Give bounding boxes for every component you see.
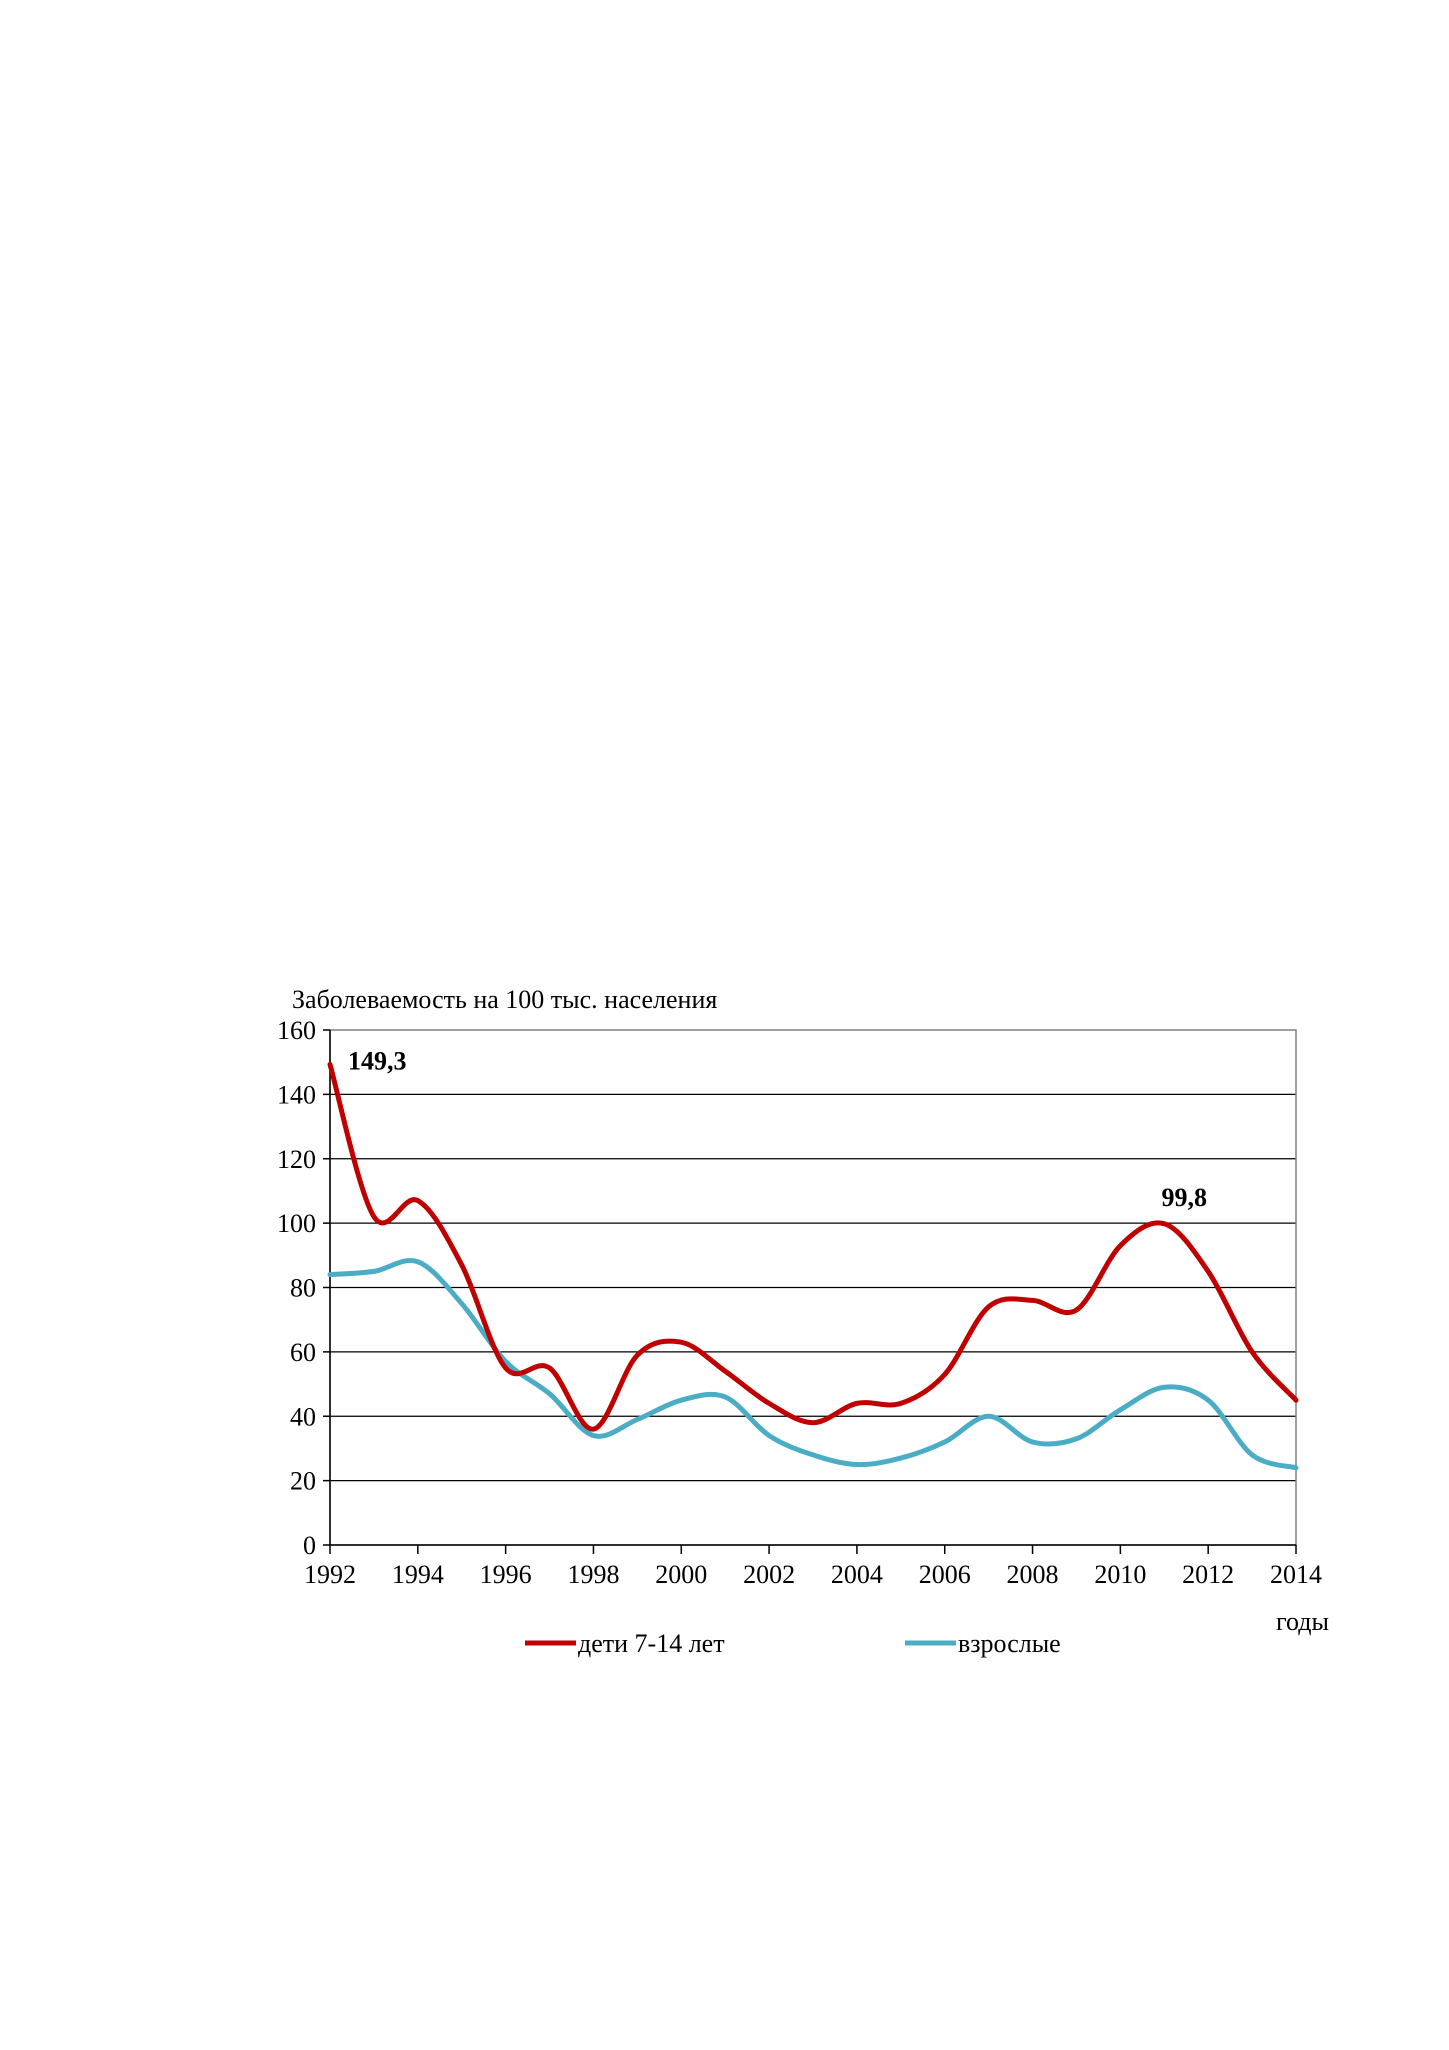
x-tick-label-1998: 1998 <box>567 1560 619 1589</box>
legend-label-children: дети 7-14 лет <box>578 1629 725 1658</box>
x-tick-label-2010: 2010 <box>1094 1560 1146 1589</box>
x-axis-title: годы <box>1276 1607 1329 1636</box>
x-tick-labels: 1992 1994 1996 1998 2000 2002 2004 2006 2008 2010… <box>304 1560 1322 1589</box>
y-tick-label-20: 20 <box>290 1467 316 1496</box>
y-tick-label-40: 40 <box>290 1402 316 1431</box>
y-tick-label-120: 120 <box>277 1145 316 1174</box>
x-tick-label-2000: 2000 <box>655 1560 707 1589</box>
y-tick-label-160: 160 <box>277 1016 316 1045</box>
y-tick-label-100: 100 <box>277 1209 316 1238</box>
x-tick-label-1992: 1992 <box>304 1560 356 1589</box>
y-tick-label-140: 140 <box>277 1080 316 1109</box>
y-tick-labels: 0 20 40 60 80 100 120 140 160 <box>277 1016 316 1560</box>
x-tick-label-1994: 1994 <box>392 1560 444 1589</box>
y-tick-label-0: 0 <box>303 1531 316 1560</box>
x-tick-label-2004: 2004 <box>831 1560 883 1589</box>
data-label-peak-1992: 149,3 <box>348 1046 407 1075</box>
axes <box>323 1029 1297 1554</box>
x-tick-label-2006: 2006 <box>919 1560 971 1589</box>
y-axis-title: Заболеваемость на 100 тыс. населения <box>292 985 717 1014</box>
y-tick-label-80: 80 <box>290 1274 316 1303</box>
legend-item-adults: взрослые <box>905 1629 1061 1658</box>
series-line-children <box>327 1061 1299 1432</box>
data-label-peak-2011: 99,8 <box>1162 1183 1208 1212</box>
x-tick-label-2014: 2014 <box>1270 1560 1322 1589</box>
grid-lines <box>330 1093 1296 1482</box>
legend-label-adults: взрослые <box>958 1629 1061 1658</box>
x-tick-label-1996: 1996 <box>480 1560 532 1589</box>
x-tick-label-2002: 2002 <box>743 1560 795 1589</box>
legend-item-children: дети 7-14 лет <box>525 1629 725 1658</box>
x-tick-label-2008: 2008 <box>1007 1560 1059 1589</box>
series-lines <box>327 1061 1299 1471</box>
y-tick-label-60: 60 <box>290 1338 316 1367</box>
legend: дети 7-14 лет взрослые <box>525 1629 1061 1658</box>
x-tick-label-2012: 2012 <box>1182 1560 1234 1589</box>
